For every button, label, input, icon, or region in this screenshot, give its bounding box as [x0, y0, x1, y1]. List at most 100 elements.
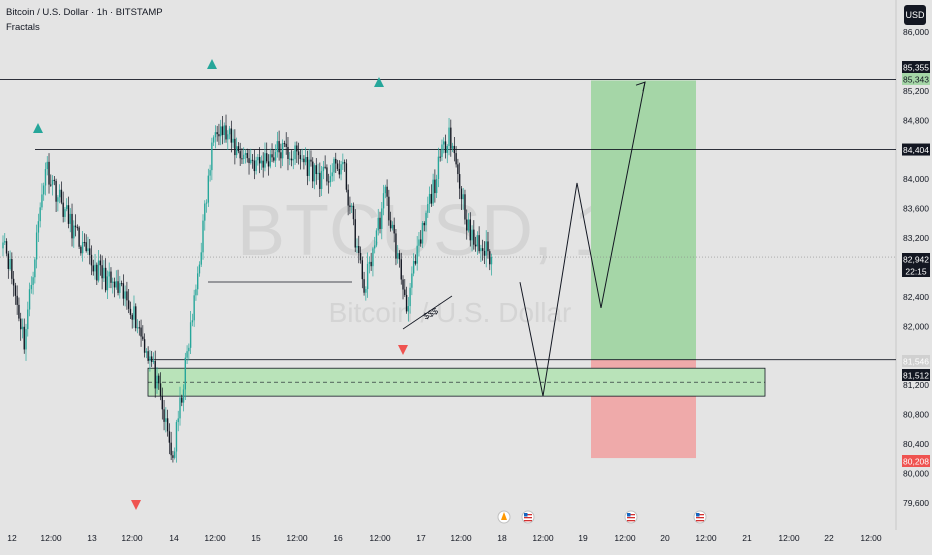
- price-tag-resistance-top[interactable]: 85,355: [903, 63, 929, 73]
- price-tag-current[interactable]: 82,942: [903, 255, 929, 265]
- candle-body: [453, 145, 456, 154]
- candle-body: [294, 145, 296, 160]
- candle-body: [69, 213, 71, 224]
- candle-body: [299, 155, 302, 160]
- candle-body: [202, 220, 204, 253]
- candle-body: [448, 127, 450, 147]
- candle-body: [14, 285, 17, 296]
- candle-body: [53, 179, 56, 181]
- candle-body: [464, 194, 466, 220]
- price-tag-stop[interactable]: 80,208: [903, 457, 929, 467]
- candle-body: [258, 157, 261, 164]
- candle-body: [312, 161, 314, 182]
- fractal-up-marker[interactable]: [374, 77, 384, 87]
- candle-body: [379, 217, 381, 229]
- price-tag-stop-bg[interactable]: [902, 455, 930, 467]
- candle-body: [374, 245, 376, 249]
- candle-body: [90, 254, 93, 266]
- candle-body: [435, 179, 438, 194]
- projection-arrowhead: [635, 81, 646, 92]
- candle-body: [135, 306, 137, 329]
- candle-body: [303, 158, 305, 163]
- candle-body: [483, 250, 486, 256]
- candle-body: [23, 326, 25, 350]
- candle-body: [250, 159, 252, 164]
- price-tag-support-bg[interactable]: [902, 369, 930, 381]
- candle-body: [253, 160, 256, 172]
- candle-body: [147, 351, 149, 361]
- candle-body: [393, 224, 395, 234]
- candle-body: [421, 222, 424, 244]
- currency-button[interactable]: USD: [904, 5, 926, 25]
- candle-body: [248, 158, 250, 164]
- fractal-up-marker[interactable]: [33, 123, 43, 133]
- candle-body: [16, 295, 18, 305]
- price-tag-resistance-mid[interactable]: 84,404: [903, 145, 929, 155]
- candle-body: [150, 356, 153, 362]
- price-tag-countdown[interactable]: 22:15: [905, 267, 927, 277]
- candle-body: [172, 455, 174, 458]
- candle-body: [324, 166, 326, 168]
- flag-stripe: [696, 517, 704, 519]
- price-tag-entry-bg[interactable]: [902, 355, 930, 367]
- candle-body: [428, 193, 431, 205]
- time-tick-label: 20: [660, 533, 670, 543]
- time-tick-label: 12:00: [286, 533, 308, 543]
- candle-body: [306, 156, 309, 176]
- candle-body: [127, 300, 130, 309]
- price-tag-support[interactable]: 81,512: [903, 371, 929, 381]
- price-tag-resistance-mid-bg[interactable]: [902, 143, 930, 156]
- price-tick-label: 86,000: [903, 27, 929, 37]
- candle-body: [487, 241, 489, 252]
- candle-body: [120, 283, 123, 285]
- candle-body: [184, 357, 187, 390]
- candle-body: [485, 241, 487, 256]
- candle-body: [273, 157, 275, 161]
- candle-body: [251, 159, 254, 161]
- candle-body: [382, 193, 385, 209]
- liquidity-trendline[interactable]: [402, 295, 453, 330]
- price-tick-label: 82,400: [903, 292, 929, 302]
- candle-body: [214, 132, 217, 138]
- candle-body: [366, 263, 369, 290]
- indicator-label[interactable]: Fractals: [6, 22, 40, 33]
- price-tag-resistance-top-bg[interactable]: [902, 61, 930, 73]
- candle-body: [161, 396, 163, 410]
- candle-body: [315, 165, 317, 175]
- candle-body: [420, 239, 422, 244]
- candle-body: [281, 143, 284, 159]
- flag-canton: [524, 513, 528, 517]
- fractal-down-marker[interactable]: [131, 500, 141, 510]
- candle-body: [389, 220, 392, 229]
- time-tick-label: 12:00: [532, 533, 554, 543]
- profit-zone[interactable]: [591, 80, 696, 360]
- candle-body: [462, 194, 464, 200]
- candle-body: [255, 160, 257, 172]
- candle-body: [372, 248, 374, 267]
- candle-body: [333, 158, 335, 173]
- candle-body: [467, 219, 470, 231]
- price-tag-target[interactable]: 85,343: [903, 75, 929, 85]
- time-tick-label: 17: [416, 533, 426, 543]
- fractal-down-marker[interactable]: [398, 345, 408, 355]
- candle-body: [131, 314, 133, 320]
- candle-body: [85, 242, 87, 251]
- price-tag-countdown-bg[interactable]: [902, 265, 930, 277]
- candle-body: [490, 257, 493, 265]
- candle-body: [200, 252, 202, 265]
- price-tag-current-bg[interactable]: [902, 253, 930, 265]
- candle-body: [48, 161, 50, 185]
- price-tag-target-bg[interactable]: [902, 73, 930, 85]
- candle-body: [106, 276, 109, 291]
- candle-body: [46, 161, 48, 170]
- candle-body: [285, 143, 287, 147]
- fractal-up-marker[interactable]: [207, 59, 217, 69]
- time-tick-label: 12: [7, 533, 17, 543]
- time-tick-label: 12:00: [40, 533, 62, 543]
- candle-body: [381, 208, 383, 229]
- candle-body: [198, 264, 201, 274]
- price-tag-entry[interactable]: 81,546: [903, 357, 929, 367]
- projection-path[interactable]: [519, 82, 646, 397]
